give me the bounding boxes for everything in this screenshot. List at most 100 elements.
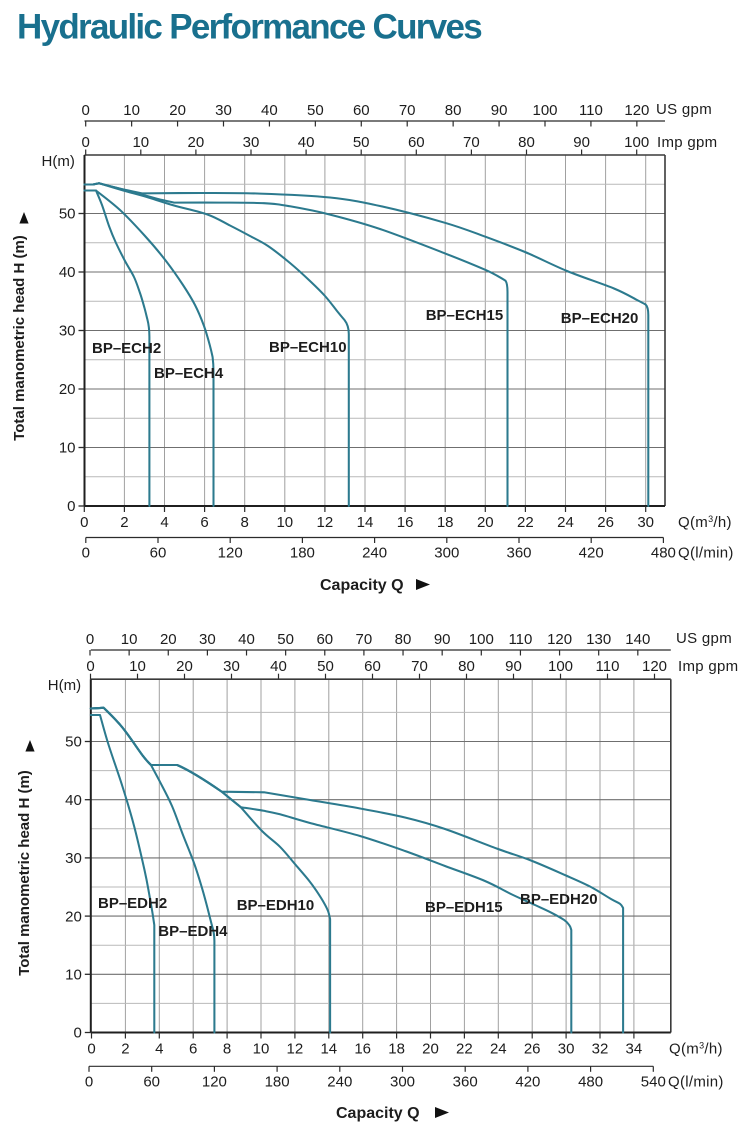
svg-text:70: 70 bbox=[411, 658, 428, 675]
svg-text:30: 30 bbox=[199, 631, 216, 648]
svg-text:100: 100 bbox=[532, 102, 557, 119]
svg-text:80: 80 bbox=[445, 102, 462, 119]
svg-text:Q(m3/h): Q(m3/h) bbox=[678, 514, 732, 531]
svg-text:50: 50 bbox=[307, 102, 324, 119]
svg-text:240: 240 bbox=[362, 545, 387, 562]
svg-text:20: 20 bbox=[160, 631, 177, 648]
svg-text:26: 26 bbox=[597, 514, 614, 531]
svg-text:110: 110 bbox=[579, 102, 603, 119]
svg-text:H(m): H(m) bbox=[42, 153, 75, 170]
svg-text:100: 100 bbox=[469, 631, 494, 648]
svg-text:40: 40 bbox=[65, 792, 82, 809]
svg-text:6: 6 bbox=[189, 1041, 197, 1058]
svg-text:50: 50 bbox=[277, 631, 294, 648]
svg-text:110: 110 bbox=[508, 631, 532, 648]
svg-text:100: 100 bbox=[624, 134, 649, 151]
svg-text:80: 80 bbox=[458, 658, 475, 675]
svg-text:26: 26 bbox=[524, 1041, 541, 1058]
svg-text:10: 10 bbox=[276, 514, 293, 531]
svg-text:20: 20 bbox=[188, 134, 205, 151]
svg-text:70: 70 bbox=[356, 631, 373, 648]
svg-text:0: 0 bbox=[86, 658, 94, 675]
svg-text:BP–EDH4: BP–EDH4 bbox=[158, 923, 228, 940]
svg-text:60: 60 bbox=[150, 545, 167, 562]
svg-text:0: 0 bbox=[87, 1041, 95, 1058]
svg-text:0: 0 bbox=[82, 134, 90, 151]
svg-text:Imp gpm: Imp gpm bbox=[657, 134, 717, 151]
svg-text:140: 140 bbox=[625, 631, 650, 648]
svg-text:34: 34 bbox=[626, 1041, 643, 1058]
svg-text:4: 4 bbox=[155, 1041, 163, 1058]
svg-text:20: 20 bbox=[169, 102, 186, 119]
svg-text:10: 10 bbox=[132, 134, 149, 151]
svg-text:10: 10 bbox=[65, 967, 82, 984]
svg-text:180: 180 bbox=[290, 545, 315, 562]
svg-text:24: 24 bbox=[557, 514, 574, 531]
svg-text:30: 30 bbox=[215, 102, 232, 119]
svg-text:300: 300 bbox=[390, 1073, 415, 1090]
svg-text:0: 0 bbox=[86, 631, 94, 648]
svg-text:Hydraulic Performance Curves: Hydraulic Performance Curves bbox=[17, 8, 482, 47]
svg-text:80: 80 bbox=[395, 631, 412, 648]
svg-text:40: 40 bbox=[270, 658, 287, 675]
svg-text:90: 90 bbox=[491, 102, 508, 119]
svg-text:50: 50 bbox=[65, 734, 82, 751]
svg-text:40: 40 bbox=[59, 264, 76, 281]
svg-text:Q(l/min): Q(l/min) bbox=[678, 545, 734, 562]
svg-text:30: 30 bbox=[637, 514, 654, 531]
svg-text:60: 60 bbox=[316, 631, 333, 648]
svg-text:10: 10 bbox=[253, 1041, 270, 1058]
svg-text:120: 120 bbox=[624, 102, 649, 119]
svg-text:US gpm: US gpm bbox=[656, 101, 712, 118]
svg-text:BP–ECH20: BP–ECH20 bbox=[561, 310, 639, 327]
svg-text:20: 20 bbox=[65, 908, 82, 925]
svg-text:Q(m3/h): Q(m3/h) bbox=[669, 1041, 723, 1058]
svg-text:300: 300 bbox=[434, 545, 459, 562]
svg-text:22: 22 bbox=[517, 514, 534, 531]
svg-text:360: 360 bbox=[506, 545, 531, 562]
svg-text:480: 480 bbox=[578, 1073, 603, 1090]
svg-text:BP–ECH10: BP–ECH10 bbox=[269, 339, 347, 356]
svg-text:60: 60 bbox=[364, 658, 381, 675]
svg-text:20: 20 bbox=[176, 658, 193, 675]
svg-text:130: 130 bbox=[586, 631, 611, 648]
svg-text:240: 240 bbox=[327, 1073, 352, 1090]
svg-text:BP–EDH15: BP–EDH15 bbox=[425, 899, 503, 916]
svg-text:BP–EDH20: BP–EDH20 bbox=[520, 891, 598, 908]
svg-text:BP–ECH4: BP–ECH4 bbox=[154, 365, 224, 382]
svg-text:180: 180 bbox=[265, 1073, 290, 1090]
svg-text:120: 120 bbox=[218, 545, 243, 562]
svg-text:8: 8 bbox=[223, 1041, 231, 1058]
svg-text:90: 90 bbox=[573, 134, 590, 151]
svg-text:24: 24 bbox=[490, 1041, 507, 1058]
svg-text:100: 100 bbox=[548, 658, 573, 675]
svg-text:16: 16 bbox=[397, 514, 414, 531]
svg-text:Total manometric head H (m): Total manometric head H (m) bbox=[11, 235, 28, 441]
svg-text:0: 0 bbox=[73, 1025, 81, 1042]
svg-text:14: 14 bbox=[357, 514, 374, 531]
svg-text:8: 8 bbox=[241, 514, 249, 531]
svg-text:120: 120 bbox=[547, 631, 572, 648]
svg-text:12: 12 bbox=[317, 514, 334, 531]
svg-text:540: 540 bbox=[641, 1073, 666, 1090]
svg-text:90: 90 bbox=[434, 631, 451, 648]
svg-text:12: 12 bbox=[287, 1041, 304, 1058]
svg-text:Imp gpm: Imp gpm bbox=[678, 658, 738, 675]
svg-text:90: 90 bbox=[505, 658, 522, 675]
svg-text:22: 22 bbox=[456, 1041, 473, 1058]
svg-text:40: 40 bbox=[261, 102, 278, 119]
svg-text:30: 30 bbox=[243, 134, 260, 151]
svg-text:H(m): H(m) bbox=[48, 677, 81, 694]
svg-text:120: 120 bbox=[202, 1073, 227, 1090]
svg-text:2: 2 bbox=[121, 1041, 129, 1058]
svg-text:20: 20 bbox=[422, 1041, 439, 1058]
svg-text:40: 40 bbox=[298, 134, 315, 151]
svg-text:40: 40 bbox=[238, 631, 255, 648]
svg-text:10: 10 bbox=[129, 658, 146, 675]
svg-text:18: 18 bbox=[437, 514, 454, 531]
svg-text:14: 14 bbox=[320, 1041, 337, 1058]
svg-text:10: 10 bbox=[59, 440, 76, 457]
svg-text:6: 6 bbox=[200, 514, 208, 531]
svg-text:360: 360 bbox=[453, 1073, 478, 1090]
svg-text:BP–EDH10: BP–EDH10 bbox=[237, 897, 315, 914]
